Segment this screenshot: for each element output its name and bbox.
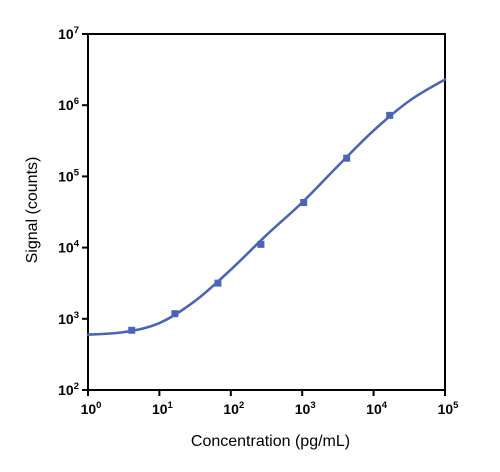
x-tick-label: 104 (366, 400, 388, 417)
x-tick-label: 100 (81, 400, 102, 417)
x-tick-label: 101 (152, 400, 174, 417)
y-axis-title: Signal (counts) (24, 157, 41, 264)
data-point-marker (386, 111, 394, 119)
fit-curve-layer (86, 78, 447, 336)
y-tick-label: 105 (58, 167, 80, 184)
fit-curve-line (86, 78, 447, 336)
x-tick-label: 103 (295, 400, 316, 417)
y-axis-ticks: 102 103 104 105 106 107 (58, 25, 88, 398)
data-point-marker (343, 154, 351, 162)
y-tick-label: 107 (58, 25, 79, 42)
y-tick-label: 103 (58, 310, 79, 327)
data-markers-layer (128, 111, 394, 334)
x-tick-label: 102 (223, 400, 244, 417)
data-point-marker (128, 326, 136, 334)
x-axis-ticks: 100 101 102 103 104 105 (81, 390, 460, 417)
plot-frame (87, 33, 446, 391)
data-point-marker (300, 198, 308, 206)
data-point-marker (171, 310, 179, 318)
y-tick-label: 104 (58, 239, 80, 256)
y-tick-label: 102 (58, 381, 79, 398)
data-point-marker (257, 240, 265, 248)
x-tick-label: 105 (438, 400, 460, 417)
x-axis-title: Concentration (pg/mL) (191, 433, 350, 450)
y-tick-label: 106 (58, 96, 79, 113)
plot-border (87, 33, 446, 391)
data-point-marker (214, 279, 222, 287)
